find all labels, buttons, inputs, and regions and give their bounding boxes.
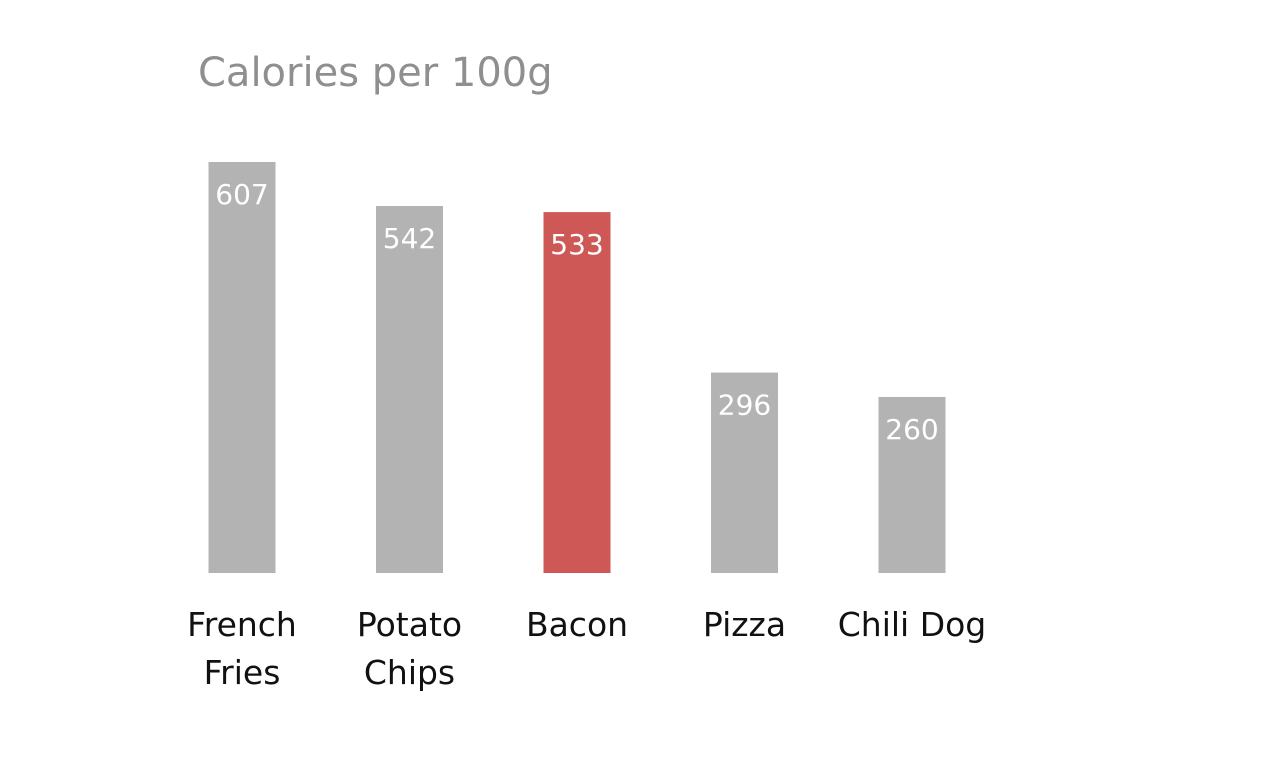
bar-4 (878, 396, 946, 573)
value-label-0: 607 (215, 178, 268, 211)
bar-3 (711, 372, 778, 573)
chart-title: Calories per 100g (198, 50, 553, 96)
category-label-4-line-0: Chili Dog (838, 605, 987, 644)
value-label-2: 533 (550, 228, 603, 261)
category-label-2-line-0: Bacon (526, 605, 628, 644)
bar-2 (543, 212, 611, 573)
category-label-0-line-0: French (187, 605, 297, 644)
category-label-1-line-0: Potato (357, 605, 462, 644)
category-label-1-line-1: Chips (364, 653, 455, 692)
value-label-1: 542 (383, 222, 436, 255)
bar-1 (376, 206, 443, 573)
value-label-3: 296 (718, 389, 771, 422)
category-label-3-line-0: Pizza (703, 605, 786, 644)
bar-0 (208, 162, 276, 573)
value-label-4: 260 (885, 413, 938, 446)
category-label-0-line-1: Fries (204, 653, 281, 692)
